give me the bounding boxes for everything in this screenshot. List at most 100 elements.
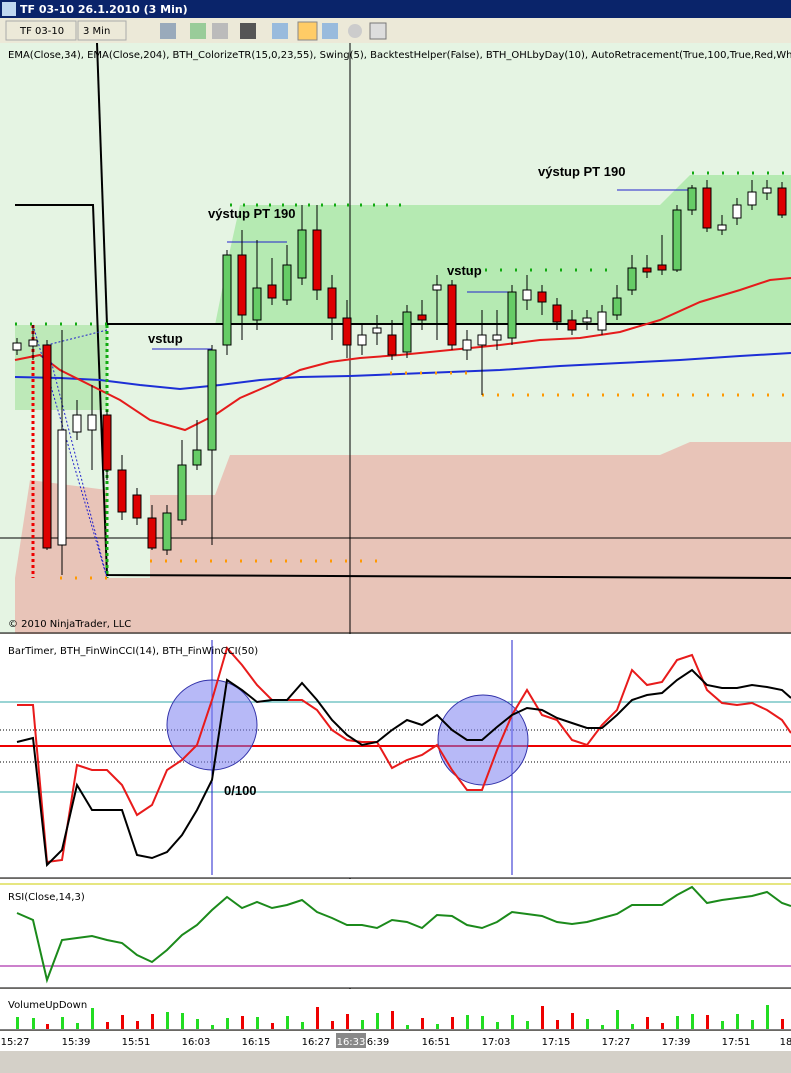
candle-body [57, 429, 67, 546]
zoom-out[interactable] [212, 23, 228, 39]
volume-bar [451, 1017, 454, 1029]
volume-bar [226, 1018, 229, 1029]
candle-body [42, 344, 52, 549]
candle-body [552, 304, 562, 323]
volume-bar [661, 1023, 664, 1029]
swing-line [96, 42, 108, 326]
time-label: 17:39 [662, 1037, 691, 1048]
candle-body [297, 229, 307, 279]
volume-bar [781, 1019, 784, 1029]
volume-bar [676, 1016, 679, 1029]
volume-bar [496, 1022, 499, 1029]
volume-bar [421, 1018, 424, 1029]
volume-bar [706, 1015, 709, 1029]
profit-zone [15, 325, 107, 410]
time-label: 16:27 [302, 1037, 331, 1048]
rsi-line [16, 885, 791, 984]
period-menu[interactable] [77, 20, 127, 41]
candle-body [327, 287, 337, 319]
volume-bar [721, 1021, 724, 1029]
volume-bar [16, 1017, 19, 1029]
candle-body [492, 334, 502, 341]
volume-bar [481, 1016, 484, 1029]
volume-bar [511, 1015, 514, 1029]
instrument: TF 03-10 [19, 26, 64, 37]
cci-label: BarTimer, BTH_FinWinCCI(14), BTH_FinWinC… [8, 646, 258, 657]
candle-body [12, 342, 22, 351]
time-label: 16:15 [242, 1037, 271, 1048]
candle-body [657, 264, 667, 271]
volume-bar [436, 1024, 439, 1029]
pen-button[interactable] [160, 23, 176, 39]
volume-bar [181, 1013, 184, 1029]
volume-bar [571, 1013, 574, 1029]
volume-bar [751, 1020, 754, 1029]
title-bar [0, 0, 791, 18]
app-icon [2, 2, 16, 16]
candle-body [477, 334, 487, 346]
toolbar [0, 18, 791, 43]
data-box[interactable] [322, 23, 338, 39]
period: 3 Min [83, 26, 110, 37]
volume-bar [316, 1007, 319, 1029]
candle-body [102, 414, 112, 471]
candle-body [387, 334, 397, 356]
annotation: vstup [447, 263, 482, 278]
volume-bar [646, 1017, 649, 1029]
volume-bar [301, 1022, 304, 1029]
volume-bar [32, 1018, 35, 1029]
volume-bar [466, 1015, 469, 1029]
time-label: 16:33 [337, 1037, 366, 1048]
candle-body [357, 334, 367, 346]
candles [12, 180, 787, 575]
time-label: 15:27 [1, 1037, 30, 1048]
annotation: vstup [148, 331, 183, 346]
volume-bar [331, 1021, 334, 1029]
volume-bar [406, 1025, 409, 1029]
volume-bar [151, 1014, 154, 1029]
annotation: výstup PT 190 [538, 164, 625, 179]
record[interactable] [348, 24, 362, 38]
volume-bar [211, 1025, 214, 1029]
candle-body [567, 319, 577, 331]
candle-body [72, 414, 82, 433]
strategy[interactable] [297, 21, 318, 41]
volume-bars [16, 1005, 784, 1029]
candle-body [672, 209, 682, 271]
volume-bar [616, 1010, 619, 1029]
time-label: 6:39 [367, 1037, 389, 1048]
volume-bar [766, 1005, 769, 1029]
cci-fast [17, 645, 791, 864]
candle-body [162, 512, 172, 551]
volume-bar [61, 1017, 64, 1029]
volume-bar [376, 1013, 379, 1029]
candle-body [132, 494, 142, 519]
toolbar-buttons [160, 21, 387, 41]
volume-bar [136, 1021, 139, 1029]
zoom-in[interactable] [190, 23, 206, 39]
candle-body [372, 327, 382, 334]
properties[interactable] [272, 23, 288, 39]
cci-annotation: 0/100 [224, 783, 257, 798]
list[interactable] [369, 22, 387, 40]
candle-body [147, 517, 157, 549]
candle-body [612, 297, 622, 316]
crosshair[interactable] [240, 23, 256, 39]
candle-body [747, 191, 757, 206]
volume-bar [346, 1014, 349, 1029]
volume-label: VolumeUpDown [8, 1000, 87, 1011]
candle-body [627, 267, 637, 291]
candle-body [762, 187, 772, 194]
candle-body [432, 284, 442, 291]
candle-body [447, 284, 457, 346]
copyright: © 2010 NinjaTrader, LLC [8, 619, 131, 630]
window-title: TF 03-10 26.1.2010 (3 Min) [20, 3, 188, 16]
crosshair-time-box [336, 1033, 366, 1048]
candle-body [177, 464, 187, 521]
time-label: 17:03 [482, 1037, 511, 1048]
volume-bar [526, 1021, 529, 1029]
annotation: výstup PT 190 [208, 206, 295, 221]
candle-body [282, 264, 292, 301]
candle-body [252, 287, 262, 321]
instrument-menu[interactable] [5, 20, 77, 41]
